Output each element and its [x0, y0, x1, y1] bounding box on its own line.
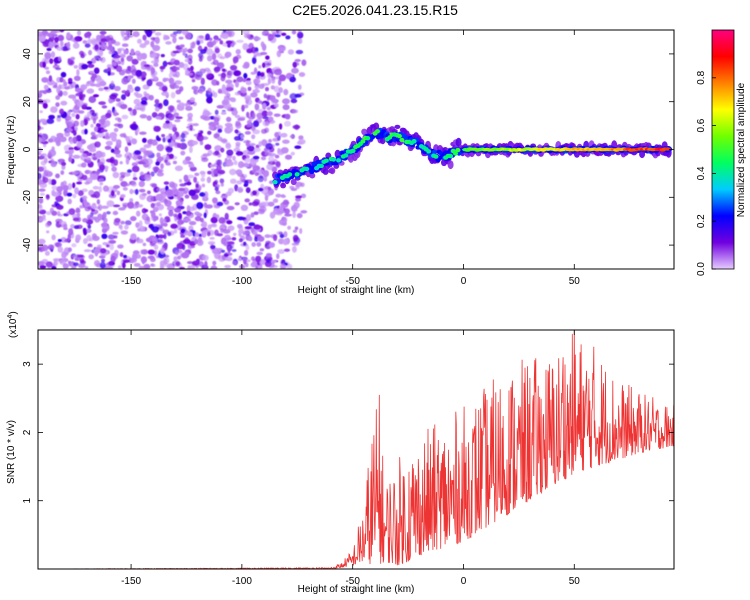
snr-background	[38, 330, 674, 569]
noise-blobs	[38, 30, 308, 269]
x-tick-label: 0	[461, 576, 467, 587]
spectrogram-y-axis-label: Frequency (Hz)	[6, 116, 17, 185]
colorbar-label: Normalized spectral amplitude	[736, 82, 747, 217]
y-tick-label: 20	[22, 96, 33, 108]
colorbar-tick-label: 0.8	[696, 70, 707, 84]
x-tick-label: 0	[461, 276, 467, 287]
spectrogram-x-axis-label: Height of straight line (km)	[298, 285, 415, 296]
snr-y-ticks: 1 2 3	[22, 361, 674, 503]
y-tick-label: -20	[22, 190, 33, 205]
spectrogram-panel: -150 -100 -50 0 50 -40 -20 0 20 40 Height of str…	[6, 29, 675, 296]
snr-y-axis-label: SNR (10 * v/v)	[6, 420, 17, 484]
snr-x-ticks: -150 -100 -50 0 50	[121, 330, 580, 587]
x-tick-label: -100	[232, 276, 252, 287]
colorbar-tick-label: 0.0	[696, 262, 707, 276]
y-tick-label: 40	[22, 48, 33, 60]
x-tick-label: -50	[345, 276, 360, 287]
snr-panel: -150 -100 -50 0 50 1 2 3 Height of straight li…	[6, 311, 675, 595]
colorbar-tick-label: 0.4	[696, 166, 707, 180]
y-tick-label: 0	[22, 146, 33, 152]
snr-frame	[37, 329, 675, 570]
figure-title: C2E5.2026.041.23.15.R15	[292, 2, 458, 18]
y-tick-label: -40	[22, 237, 33, 252]
spectrogram-y-ticks: -40 -20 0 20 40	[22, 48, 674, 252]
signal-track	[272, 122, 673, 189]
y-tick-label: 1	[22, 497, 33, 503]
x-tick-label: -150	[121, 576, 141, 587]
colorbar-tick-label: 0.6	[696, 118, 707, 132]
x-tick-label: 50	[569, 576, 581, 587]
x-tick-label: -50	[345, 576, 360, 587]
y-tick-label: 2	[22, 429, 33, 435]
colorbar-ticks: 0.0 0.2 0.4 0.6 0.8	[696, 70, 716, 276]
colorbar-tick-label: 0.2	[696, 214, 707, 228]
colorbar-frame	[711, 29, 735, 270]
spectrogram-x-ticks: -150 -100 -50 0 50	[121, 30, 580, 287]
colorbar: 0.0 0.2 0.4 0.6 0.8 Normalized spectral ampl…	[696, 29, 747, 276]
snr-x-axis-label: Height of straight line (km)	[298, 584, 415, 595]
x-tick-label: 50	[569, 276, 581, 287]
colorbar-gradient	[712, 30, 734, 269]
snr-y-multiplier: (x104)	[7, 311, 19, 338]
x-tick-label: -100	[232, 576, 252, 587]
y-tick-label: 3	[22, 361, 33, 367]
spectrogram-heatmap	[38, 30, 673, 269]
x-tick-label: -150	[121, 276, 141, 287]
